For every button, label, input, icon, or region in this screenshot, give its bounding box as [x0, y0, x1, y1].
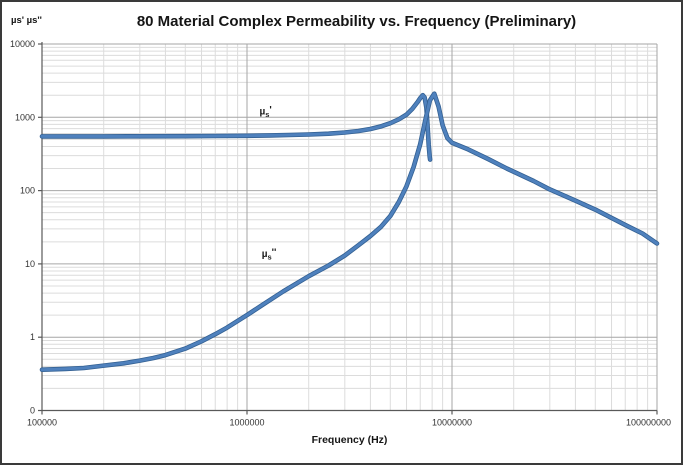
x-tick-label: 1000000 — [229, 418, 264, 428]
tick-marks — [38, 43, 658, 415]
grid-major-lines — [42, 43, 658, 411]
y-tick-label: 100 — [20, 186, 35, 196]
x-tick-label: 100000 — [27, 418, 57, 428]
x-tick-label: 10000000 — [432, 418, 472, 428]
x-tick-label: 100000000 — [626, 418, 671, 428]
grid-minor-lines — [42, 44, 657, 411]
y-tick-label: 1000 — [15, 112, 35, 122]
y-tick-label: 1 — [30, 332, 35, 342]
chart-title: 80 Material Complex Permeability vs. Fre… — [136, 13, 577, 30]
y-tick-label: 10 — [25, 259, 35, 269]
axes — [41, 42, 657, 412]
curve-mu-s-double-prime — [39, 91, 660, 373]
x-axis-title: Frequency (Hz) — [311, 434, 388, 446]
mu-s-double-prime-label: µs'' — [262, 248, 277, 262]
curve-mu-s-prime — [39, 92, 433, 162]
x-tick-labels: 100000 1000000 10000000 100000000 — [27, 418, 671, 428]
y-tick-label: 0 — [30, 406, 35, 416]
y-axis-unit-label: µs' µs'' — [11, 15, 42, 26]
mu-s-prime-label: µs' — [259, 105, 271, 119]
y-tick-label: 10000 — [10, 39, 35, 49]
